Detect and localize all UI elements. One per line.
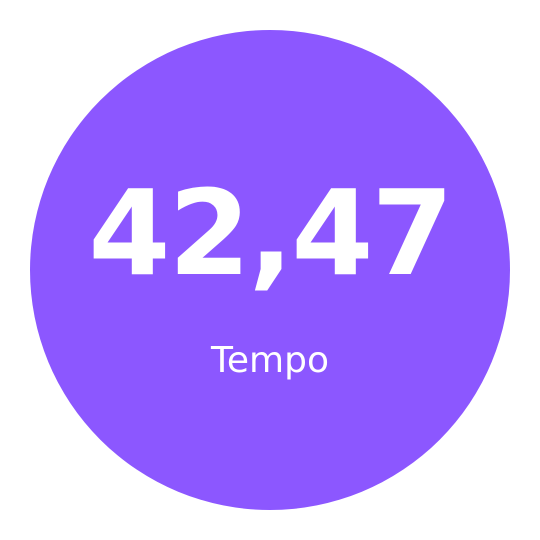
metric-value: 42,47 (88, 164, 453, 302)
metric-circle (30, 30, 510, 510)
metric-label: Tempo (211, 340, 329, 381)
